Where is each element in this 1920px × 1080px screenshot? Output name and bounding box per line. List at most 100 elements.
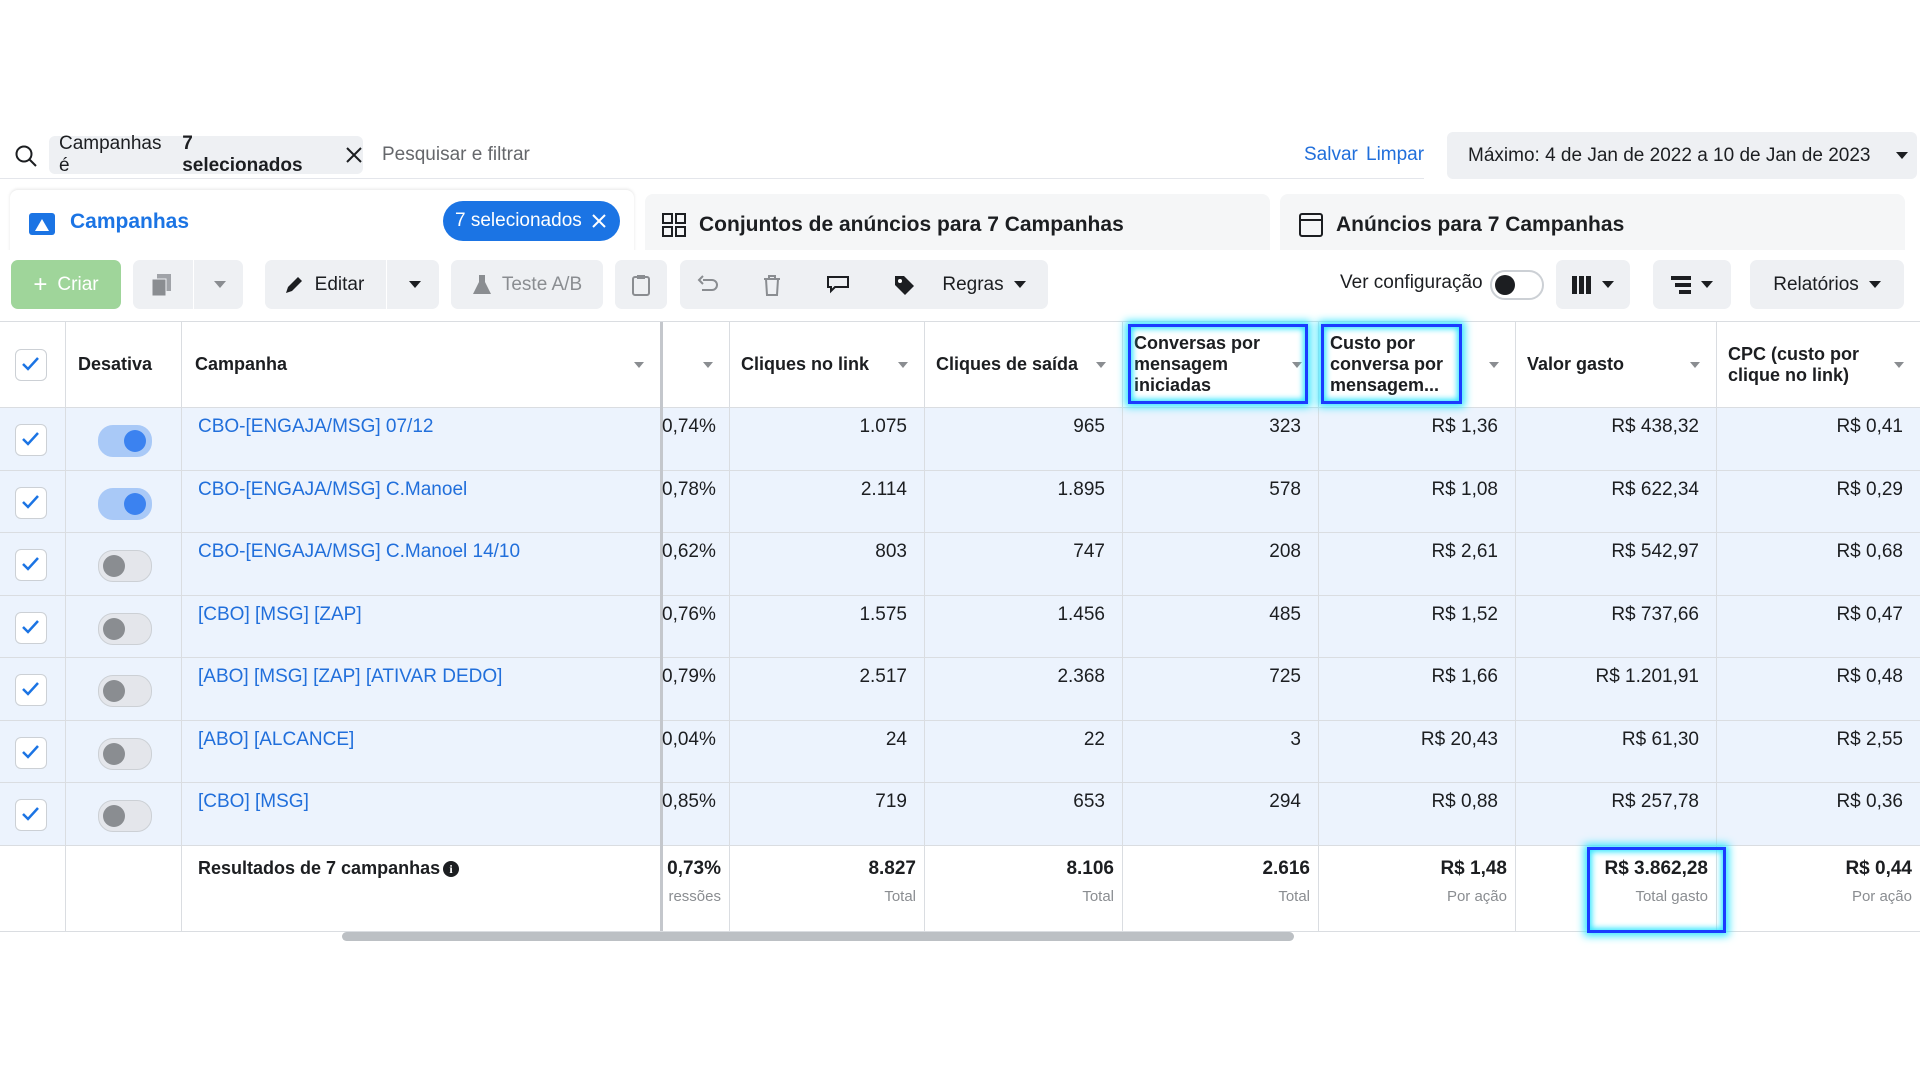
column-header[interactable]: Conversas por mensagem iniciadas	[1134, 333, 1261, 395]
rules-label: Regras	[942, 273, 1004, 295]
metric-cell: R$ 1,66	[1431, 666, 1498, 687]
column-header[interactable]: Cliques no link	[741, 354, 870, 374]
date-range-picker[interactable]: Máximo: 4 de Jan de 2022 a 10 de Jan de …	[1447, 132, 1917, 179]
edit-button[interactable]: Editar	[265, 260, 439, 309]
status-toggle[interactable]	[98, 800, 152, 832]
delete-icon[interactable]	[762, 274, 782, 296]
edit-label: Editar	[314, 273, 365, 295]
toggle-knob	[124, 430, 146, 452]
total-value: 0,73%	[667, 857, 721, 879]
column-header[interactable]: CPC (custo por clique no link)	[1728, 343, 1860, 385]
tag-icon[interactable]	[893, 274, 915, 296]
tab-ads[interactable]: Anúncios para 7 Campanhas	[1280, 194, 1905, 256]
caret	[1896, 152, 1909, 159]
sort-caret[interactable]	[703, 361, 713, 368]
horizontal-scrollbar[interactable]	[342, 932, 1294, 941]
campaign-name[interactable]: [ABO] [MSG] [ZAP] [ATIVAR DEDO]	[198, 666, 503, 687]
create-button[interactable]: + Criar	[11, 260, 121, 309]
view-setting-label: Ver configuração	[1340, 272, 1483, 293]
caret	[213, 281, 226, 288]
clipboard-button[interactable]	[615, 260, 667, 309]
campaign-name[interactable]: CBO-[ENGAJA/MSG] C.Manoel 14/10	[198, 541, 521, 562]
rules-button[interactable]: Regras	[920, 260, 1048, 309]
row-checkbox[interactable]	[15, 486, 47, 519]
row-checkbox[interactable]	[15, 799, 47, 831]
row-checkbox[interactable]	[15, 424, 47, 456]
column-header[interactable]: Valor gasto	[1527, 354, 1625, 374]
tab-adsets[interactable]: Conjuntos de anúncios para 7 Campanhas	[645, 194, 1270, 256]
filter-value: 7 selecionados	[182, 133, 303, 176]
metric-cell: R$ 0,68	[1836, 541, 1903, 562]
total-value: R$ 0,44	[1845, 857, 1912, 879]
selection-badge[interactable]: 7 selecionados	[443, 201, 620, 241]
row-divider	[0, 407, 1920, 408]
view-setting-toggle[interactable]	[1490, 270, 1544, 300]
action-group	[680, 260, 932, 309]
search-input[interactable]: Pesquisar e filtrar	[382, 144, 530, 165]
column-divider	[1515, 322, 1516, 931]
undo-icon[interactable]	[697, 274, 719, 296]
metric-cell: 2.368	[1057, 666, 1105, 687]
total-caption: Por ação	[1851, 887, 1912, 905]
filter-remove[interactable]	[345, 146, 363, 164]
sort-caret[interactable]	[634, 361, 644, 368]
plus-icon: +	[33, 270, 48, 298]
sort-caret[interactable]	[898, 361, 908, 368]
metric-cell: 719	[875, 791, 907, 812]
metric-cell: R$ 1,08	[1431, 478, 1498, 500]
sort-caret[interactable]	[1894, 361, 1904, 368]
status-toggle[interactable]	[98, 550, 152, 582]
divider	[386, 260, 388, 309]
clear-link[interactable]: Limpar	[1366, 144, 1425, 165]
metric-cell: R$ 0,48	[1836, 666, 1903, 687]
column-header[interactable]: Cliques de saída	[936, 354, 1079, 374]
metric-cell: 0,85%	[662, 791, 716, 812]
move-icon[interactable]	[826, 274, 850, 296]
column-divider	[65, 322, 66, 931]
tab-campaigns[interactable]: Campanhas 7 selecionados	[10, 190, 634, 258]
breakdown-button[interactable]	[1653, 260, 1731, 309]
status-toggle[interactable]	[98, 737, 152, 770]
sort-caret[interactable]	[1489, 361, 1499, 368]
badge-remove[interactable]	[592, 214, 606, 228]
save-link[interactable]: Salvar	[1304, 144, 1358, 165]
metric-cell: 2.517	[859, 666, 907, 687]
columns-button[interactable]	[1556, 260, 1630, 309]
sort-caret[interactable]	[1292, 361, 1302, 368]
status-toggle[interactable]	[98, 487, 152, 520]
campaign-name[interactable]: [CBO] [MSG]	[198, 791, 309, 812]
sort-caret[interactable]	[1096, 361, 1106, 368]
campaign-name[interactable]: [ABO] [ALCANCE]	[198, 728, 355, 750]
column-divider	[1122, 322, 1123, 931]
column-header[interactable]: Custo por conversa por mensagem...	[1330, 333, 1444, 395]
row-checkbox[interactable]	[15, 611, 47, 644]
status-toggle[interactable]	[98, 425, 152, 457]
reports-button[interactable]: Relatórios	[1750, 260, 1904, 309]
info-icon[interactable]: i	[443, 860, 459, 877]
toggle-knob	[103, 680, 125, 702]
campaign-name[interactable]: [CBO] [MSG] [ZAP]	[198, 603, 362, 625]
duplicate-button[interactable]	[133, 260, 243, 309]
row-checkbox[interactable]	[15, 349, 47, 381]
toggle-knob	[103, 617, 125, 640]
ab-test-button[interactable]: Teste A/B	[451, 260, 603, 309]
metric-cell: 24	[885, 728, 907, 750]
column-header[interactable]: Campanha	[195, 354, 288, 374]
campaign-name[interactable]: CBO-[ENGAJA/MSG] C.Manoel	[198, 478, 468, 500]
row-checkbox[interactable]	[15, 549, 47, 581]
filter-chip[interactable]: Campanhas é 7 selecionados	[49, 133, 363, 176]
status-toggle[interactable]	[98, 675, 152, 707]
column-divider	[1716, 322, 1717, 931]
check-icon	[22, 432, 39, 446]
row-checkbox[interactable]	[15, 736, 47, 769]
total-caption: Total	[1082, 887, 1114, 905]
status-toggle[interactable]	[98, 612, 152, 645]
row-checkbox[interactable]	[15, 674, 47, 706]
metric-cell: 803	[875, 541, 907, 562]
metric-cell: R$ 257,78	[1611, 791, 1699, 812]
campaign-name[interactable]: CBO-[ENGAJA/MSG] 07/12	[198, 416, 434, 437]
metric-cell: 0,04%	[662, 728, 716, 750]
selected-rows-bg	[0, 407, 1920, 845]
sort-caret[interactable]	[1690, 361, 1700, 368]
